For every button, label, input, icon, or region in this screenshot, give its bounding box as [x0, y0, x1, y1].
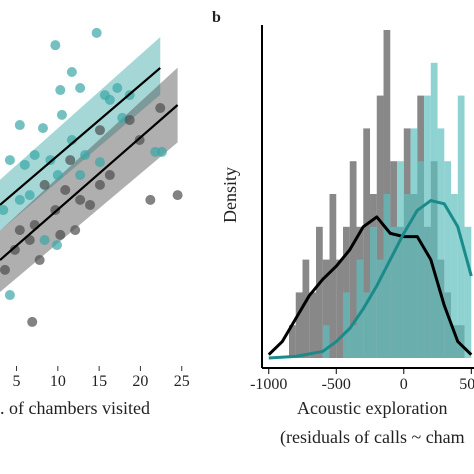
point — [134, 135, 145, 146]
point — [27, 316, 38, 327]
point — [24, 190, 35, 201]
point — [55, 229, 66, 240]
histogram-bar — [376, 259, 384, 358]
fit-line — [0, 67, 161, 206]
histogram-bar — [363, 128, 371, 358]
density-curve — [268, 199, 473, 360]
histogram-bar — [457, 95, 465, 358]
point — [14, 194, 25, 205]
histogram-bar — [329, 194, 337, 358]
histogram-bar — [289, 325, 296, 358]
point — [94, 125, 105, 136]
point — [75, 83, 86, 93]
point — [155, 103, 166, 114]
point — [0, 264, 10, 275]
point — [91, 27, 102, 38]
point — [39, 179, 50, 190]
histogram-bar — [451, 194, 458, 358]
point — [14, 225, 25, 236]
histogram-bar — [295, 292, 303, 358]
point — [37, 123, 48, 134]
point — [75, 194, 86, 205]
point — [4, 290, 15, 301]
point — [19, 159, 30, 170]
fit-line — [0, 104, 179, 261]
x-tick-label: -500 — [322, 376, 351, 393]
histogram-bar — [397, 161, 404, 358]
histogram-bar — [316, 226, 323, 358]
x-tick-label: 0 — [400, 376, 408, 393]
panel-label: b — [212, 9, 221, 26]
point — [104, 170, 115, 181]
histogram-bar — [437, 128, 445, 358]
point — [156, 146, 167, 157]
point — [60, 185, 71, 195]
point — [75, 170, 86, 181]
histogram-bar — [349, 325, 357, 358]
point — [50, 40, 61, 51]
x-tick-label: 25 — [174, 373, 190, 390]
point — [172, 190, 183, 201]
point — [124, 114, 135, 125]
point — [145, 194, 156, 205]
point — [85, 199, 96, 210]
point — [112, 83, 123, 93]
histogram-bar — [417, 161, 425, 358]
x-tick-label: 500 — [459, 376, 474, 393]
histogram-bar — [336, 259, 344, 358]
point — [34, 255, 45, 266]
x-axis-label: . of chambers visited — [0, 398, 150, 418]
y-axis-label: Density — [220, 167, 240, 223]
x-tick-label: -1000 — [250, 376, 287, 393]
point — [4, 155, 15, 166]
histogram-bar — [309, 292, 317, 358]
point — [0, 205, 9, 216]
histogram-bar — [349, 161, 357, 358]
point — [55, 85, 66, 96]
point — [94, 179, 105, 190]
histogram-bar — [322, 259, 330, 358]
x-tick-label: 15 — [91, 373, 107, 390]
histogram-bar — [444, 161, 452, 358]
histogram-bar — [356, 259, 364, 358]
point — [70, 225, 81, 236]
histogram-bar — [464, 226, 472, 358]
histogram-bar — [363, 292, 371, 358]
x-tick-label: 10 — [50, 373, 66, 390]
point — [52, 240, 62, 251]
histogram-bar — [322, 325, 330, 358]
point — [9, 244, 20, 255]
histogram-bar — [430, 62, 438, 359]
x-axis-label: (residuals of calls ~ cham — [280, 427, 465, 448]
histogram-bar — [376, 95, 384, 358]
histogram-bar — [403, 194, 411, 358]
histogram-bar — [410, 128, 418, 358]
histogram-bar — [302, 259, 310, 358]
point — [56, 109, 67, 120]
point — [65, 155, 76, 166]
point — [29, 149, 40, 160]
histogram-bar — [383, 194, 391, 358]
point — [80, 149, 91, 160]
point — [39, 234, 50, 245]
point — [52, 170, 63, 181]
histogram-bar — [390, 226, 398, 358]
point — [66, 67, 77, 78]
x-axis-label: Acoustic exploration — [297, 398, 447, 418]
density-curve — [267, 215, 473, 356]
histogram-bar — [343, 292, 350, 358]
x-tick-label: 5 — [13, 373, 21, 390]
point — [94, 157, 105, 168]
histogram-bar — [424, 95, 431, 358]
x-tick-label: 20 — [132, 373, 148, 390]
point — [104, 94, 115, 105]
point — [14, 120, 25, 131]
